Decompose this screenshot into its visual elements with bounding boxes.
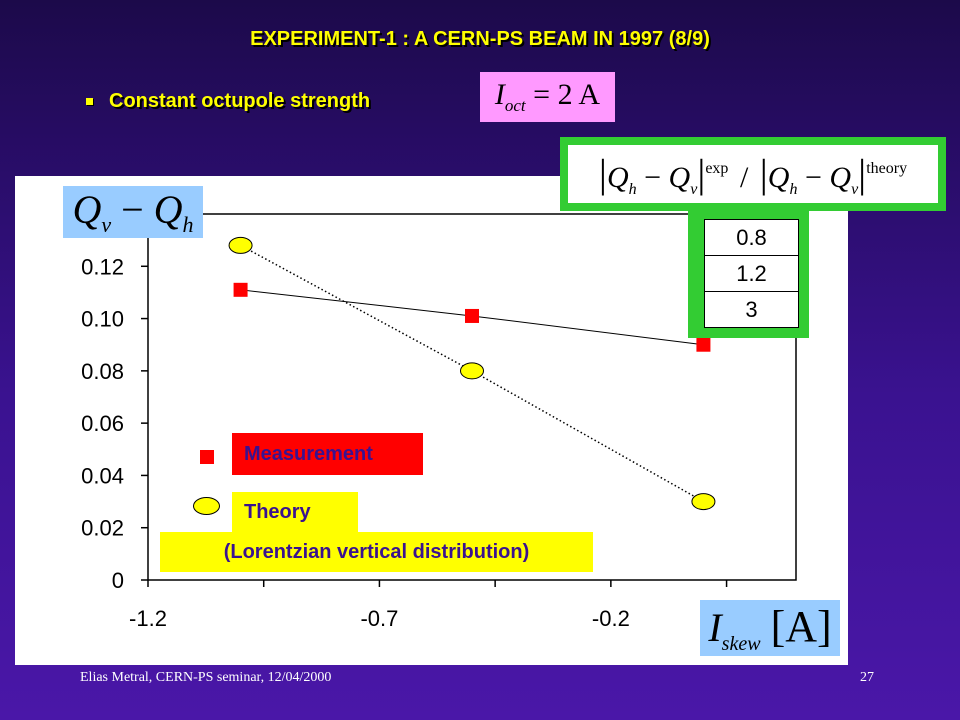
theory-point [460,362,484,380]
ratio-num-b-sub: v [690,180,698,198]
measurement-point [233,282,248,297]
ratio-den-b-sub: v [851,180,859,198]
series-layer [228,236,716,511]
y-tick-label: 0.12 [81,254,124,279]
y-tick-label: 0.10 [81,307,124,332]
ratio-table: 0.8 1.2 3 [704,219,799,328]
x-tick-label: -0.7 [360,606,398,631]
ylabel-qv-sub: v [101,212,112,237]
theory-point [228,236,253,254]
ratio-den-b: Q [829,160,852,194]
theory-point [691,493,716,511]
ratio-formula-frame: |Qh − Qv|exp / |Qh − Qv|theory [560,137,946,211]
bullet-text: Constant octupole strength [109,90,371,112]
ratio-cell: 0.8 [704,219,799,256]
footer-author: Elias Metral, CERN-PS seminar, 12/04/200… [80,670,332,685]
ratio-table-frame: 0.8 1.2 3 [688,211,809,338]
octupole-current-formula: Ioct = 2 A [480,72,615,122]
ratio-cell: 3 [704,291,799,328]
ratio-minus2: − [804,160,822,194]
table-row: 0.8 [704,219,799,256]
chart-svg: 0 0.02 0.04 0.06 0.08 0.10 0.12 -1.2 -0.7 -0.2 [81,213,797,631]
theory-line [240,244,704,503]
xlabel-symbol: I [708,604,722,650]
measurement-point [465,308,479,323]
ratio-sup-exp: exp [705,159,729,177]
plot-frame [147,213,797,581]
page-number: 27 [860,670,874,685]
legend-theory-label: Theory [232,492,358,532]
ratio-formula: |Qh − Qv|exp / |Qh − Qv|theory [568,145,938,203]
ioct-value: = 2 A [533,78,601,111]
legend-theory-note: (Lorentzian vertical distribution) [160,532,593,572]
bullet-row: Constant octupole strength [86,90,370,113]
y-tick-label: 0.08 [81,359,124,384]
y-tick-label: 0.04 [81,463,124,488]
bullet-marker-icon [86,98,93,105]
ioct-symbol: I [494,78,505,111]
y-axis-label: Qv − Qh [63,186,203,238]
legend-measurement-marker [200,450,214,464]
ratio-den-a: Q [767,160,790,194]
axes-layer: 0 0.02 0.04 0.06 0.08 0.10 0.12 -1.2 -0.7 -0.2 [81,213,797,631]
y-tick-label: 0.06 [81,411,124,436]
ylabel-minus: − [121,187,144,232]
xlabel-subscript: skew [721,632,761,655]
ratio-slash: / [739,160,749,194]
ratio-minus1: − [644,160,662,194]
x-tick-label: -0.2 [592,606,630,631]
table-row: 3 [704,291,799,328]
legend-measurement-label: Measurement [232,433,423,475]
x-axis-label: Iskew [A] [700,600,840,656]
table-row: 1.2 [704,255,799,292]
ylabel-qh: Q [153,187,183,232]
ratio-num-a: Q [606,160,629,194]
ioct-subscript: oct [504,96,526,115]
ylabel-qv: Q [72,187,102,232]
slide-title: EXPERIMENT-1 : A CERN-PS BEAM IN 1997 (8… [250,28,710,50]
ylabel-qh-sub: h [182,212,194,237]
legend-theory-marker [193,497,220,515]
measurement-point [696,337,711,352]
ratio-den-a-sub: h [789,180,798,198]
ratio-num-b: Q [668,160,691,194]
ratio-cell: 1.2 [704,255,799,292]
xlabel-unit: [A] [770,601,832,651]
ratio-sup-theory: theory [866,159,908,177]
ratio-num-a-sub: h [628,180,637,198]
y-tick-label: 0 [112,568,124,593]
y-tick-label: 0.02 [81,516,124,541]
x-tick-label: -1.2 [129,606,167,631]
